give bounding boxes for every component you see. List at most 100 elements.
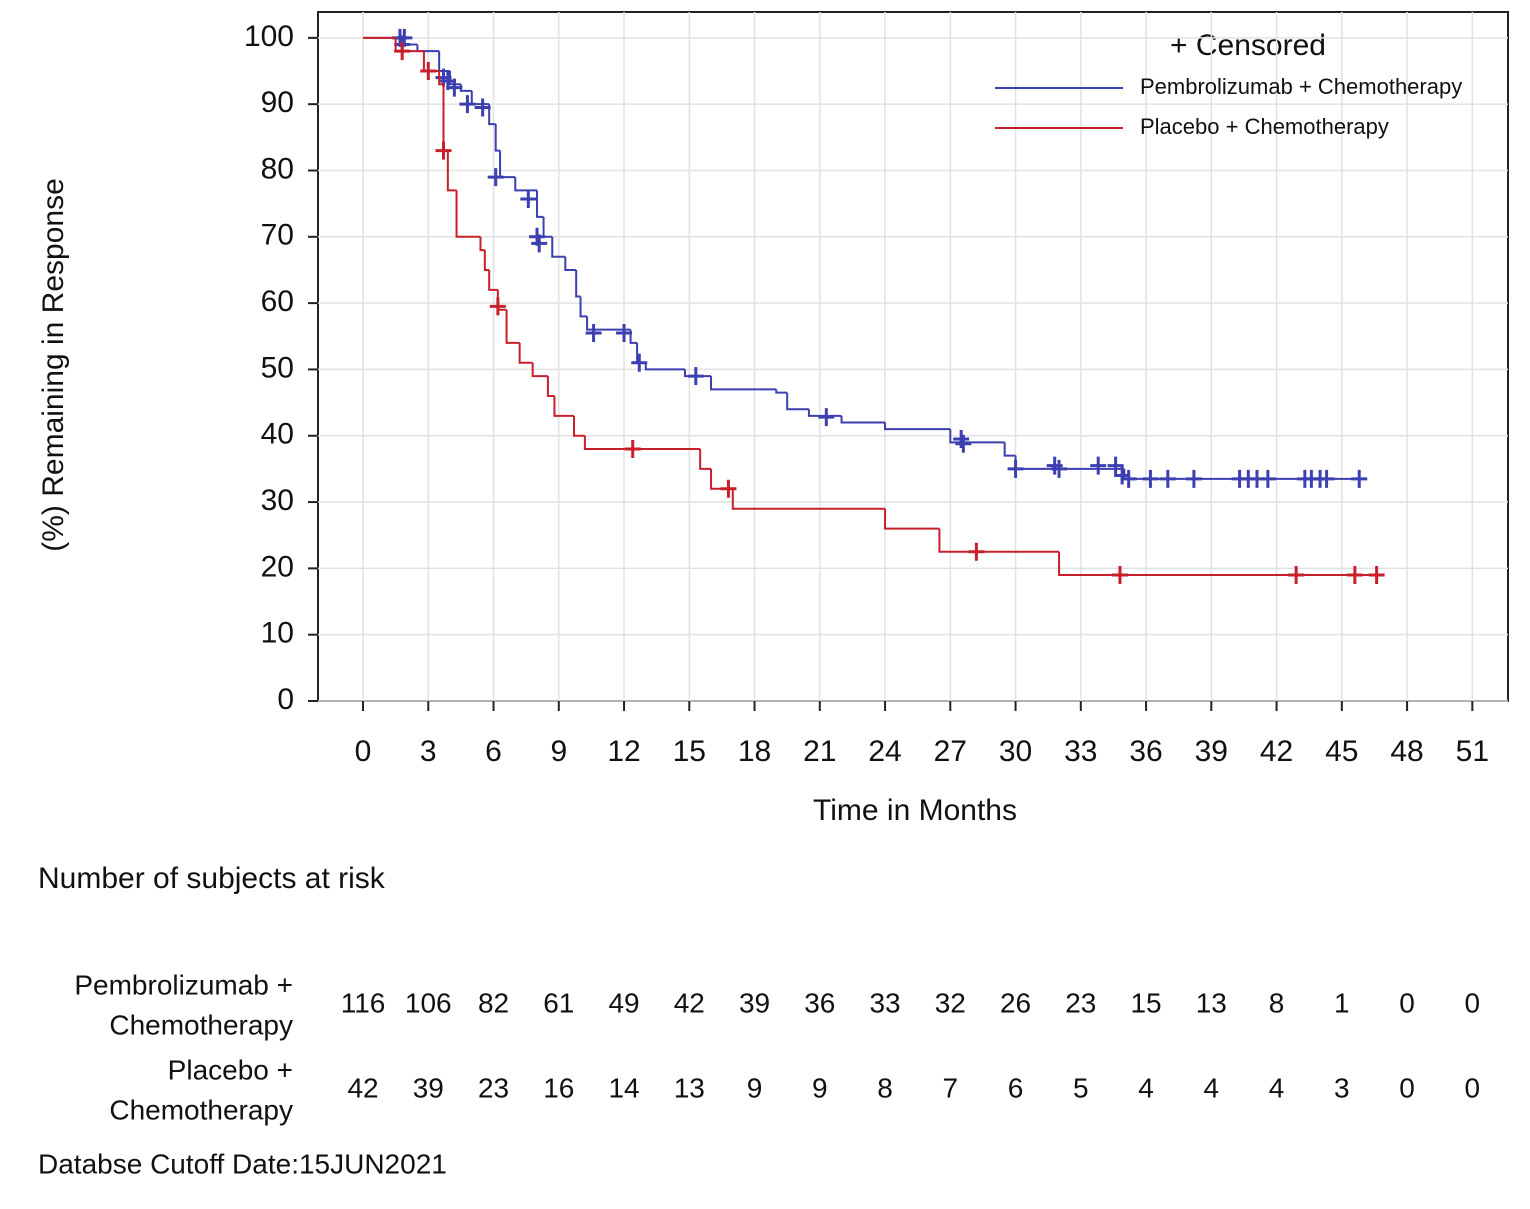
- censor-mark: [1090, 456, 1107, 475]
- survival-step: [731, 488, 886, 510]
- risk-count: 106: [405, 987, 452, 1018]
- censor-mark: [435, 141, 452, 160]
- survival-step: [536, 190, 544, 218]
- x-tick-label: 6: [485, 735, 502, 768]
- survival-step: [949, 429, 1005, 444]
- x-tick-label: 39: [1195, 735, 1228, 768]
- censor-mark: [585, 323, 602, 342]
- survival-step: [786, 392, 809, 411]
- x-tick-label: 0: [355, 735, 372, 768]
- survival-step: [564, 256, 577, 271]
- x-tick-label: 15: [673, 735, 706, 768]
- censor-mark: [1318, 469, 1335, 488]
- censor-mark: [1368, 566, 1385, 585]
- survival-step: [938, 528, 1060, 553]
- censor-mark: [968, 542, 985, 561]
- y-tick-label: 30: [261, 484, 294, 517]
- survival-step: [488, 269, 498, 291]
- risk-count: 1: [1334, 987, 1350, 1018]
- risk-count: 0: [1465, 987, 1481, 1018]
- survival-step: [542, 216, 553, 238]
- risk-count: 15: [1130, 987, 1161, 1018]
- risk-count: 8: [1269, 987, 1285, 1018]
- survival-step: [573, 415, 585, 437]
- survival-step: [1003, 442, 1016, 457]
- censor-mark: [459, 95, 476, 114]
- y-tick-label: 0: [277, 683, 294, 716]
- risk-count: 36: [804, 987, 835, 1018]
- risk-row-label: Chemotherapy: [109, 1009, 293, 1040]
- risk-count: 6: [1008, 1072, 1024, 1103]
- y-tick-label: 20: [261, 550, 294, 583]
- x-tick-label: 3: [420, 735, 437, 768]
- risk-count: 42: [674, 987, 705, 1018]
- risk-count: 16: [543, 1072, 574, 1103]
- risk-count: 8: [877, 1072, 893, 1103]
- risk-count: 26: [1000, 987, 1031, 1018]
- censor-mark: [487, 168, 504, 187]
- risk-count: 4: [1204, 1072, 1220, 1103]
- censor-mark: [446, 78, 463, 97]
- survival-step: [446, 150, 457, 192]
- x-tick-label: 45: [1325, 735, 1358, 768]
- survival-step: [442, 84, 448, 152]
- censor-mark: [955, 434, 972, 453]
- survival-step: [710, 376, 777, 391]
- survival-step: [455, 190, 481, 238]
- censor-mark: [1346, 566, 1363, 585]
- survival-step: [840, 415, 886, 424]
- survival-step: [518, 342, 533, 364]
- x-tick-label: 36: [1129, 735, 1162, 768]
- survival-step: [884, 508, 940, 530]
- censor-mark: [1051, 459, 1068, 478]
- censor-mark: [616, 323, 633, 342]
- censor-mark: [1351, 469, 1368, 488]
- risk-count: 49: [608, 987, 639, 1018]
- censor-mark: [1142, 469, 1159, 488]
- censor-mark: [687, 367, 704, 386]
- risk-count: 4: [1269, 1072, 1285, 1103]
- risk-count: 116: [341, 987, 386, 1018]
- censor-mark: [1288, 566, 1305, 585]
- survival-step: [699, 449, 712, 470]
- risk-count: 0: [1465, 1072, 1481, 1103]
- survival-step: [551, 236, 566, 258]
- risk-count: 39: [413, 1072, 444, 1103]
- survival-step: [483, 250, 490, 271]
- risk-count: 13: [674, 1072, 705, 1103]
- risk-count: 33: [869, 987, 900, 1018]
- risk-count: 82: [478, 987, 509, 1018]
- censor-mark: [489, 297, 506, 316]
- y-axis-label: (%) Remaining in Response: [37, 178, 70, 552]
- survival-step: [546, 376, 555, 397]
- risk-count: 0: [1399, 987, 1415, 1018]
- survival-step: [470, 90, 490, 106]
- survival-step: [775, 389, 788, 394]
- y-tick-label: 90: [261, 86, 294, 119]
- y-tick-label: 10: [261, 617, 294, 650]
- survival-step: [514, 177, 538, 192]
- risk-count: 9: [812, 1072, 828, 1103]
- censor-mark: [624, 440, 641, 459]
- censor-mark: [474, 98, 491, 117]
- survival-step: [438, 51, 451, 73]
- censor-mark: [631, 353, 648, 372]
- censor-mark: [1007, 459, 1024, 478]
- x-tick-label: 18: [738, 735, 771, 768]
- risk-count: 3: [1334, 1072, 1350, 1103]
- survival-step: [449, 71, 461, 86]
- survival-step: [586, 316, 631, 331]
- censor-mark: [520, 190, 537, 209]
- y-tick-label: 60: [261, 285, 294, 318]
- legend-label: Placebo + Chemotherapy: [1140, 114, 1389, 139]
- survival-step: [488, 104, 496, 126]
- risk-title: Number of subjects at risk: [38, 862, 386, 895]
- censor-mark: [420, 62, 437, 81]
- survival-step: [553, 395, 575, 417]
- survival-step: [479, 236, 485, 252]
- survival-step: [494, 124, 501, 152]
- x-tick-label: 42: [1260, 735, 1293, 768]
- x-tick-label: 24: [868, 735, 901, 768]
- survival-step: [422, 51, 440, 73]
